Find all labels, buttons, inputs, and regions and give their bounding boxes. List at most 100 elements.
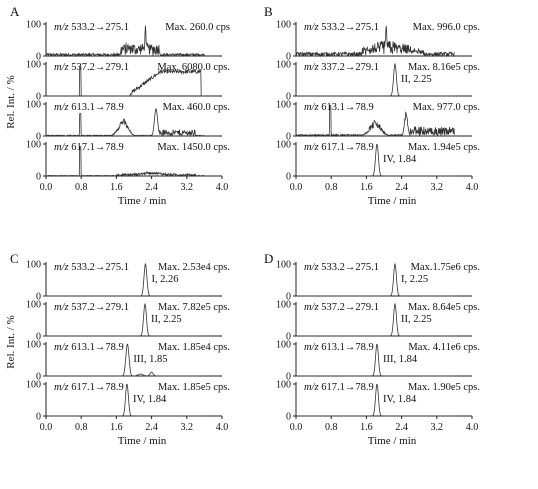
max-intensity-label: Max. 460.0 cps. bbox=[163, 102, 230, 113]
x-tick-label: 0.8 bbox=[75, 422, 88, 433]
x-tick-label: 4.0 bbox=[216, 422, 229, 433]
y-tick-label: 0 bbox=[286, 172, 291, 183]
chromatogram-line bbox=[295, 25, 455, 58]
trace: 100 0 m/z 533.2→275.1 Max. 260.0 cps bbox=[26, 20, 230, 63]
mz-prefix: m/z bbox=[54, 142, 69, 153]
mz-prefix: m/z bbox=[304, 142, 319, 153]
x-tick-label: 2.4 bbox=[395, 422, 408, 433]
peak-label: IV, 1.84 bbox=[383, 394, 417, 405]
chromatogram-line bbox=[46, 262, 205, 297]
trace: 100 0 m/z 337.2→279.1 Max. 8.16e5 cps.II, 2… bbox=[276, 60, 480, 103]
peak-label: II, 2.25 bbox=[401, 74, 432, 85]
mz-prefix: m/z bbox=[304, 302, 319, 313]
max-intensity-label: Max. 1.85e4 cps. bbox=[158, 342, 230, 353]
x-tick-label: 0.8 bbox=[75, 182, 88, 193]
chromatogram-line bbox=[296, 262, 455, 297]
x-tick-label: 3.2 bbox=[181, 422, 194, 433]
trace: 100 0 m/z 613.1→78.9 Max. 460.0 cps. bbox=[26, 100, 230, 143]
mz-prefix: m/z bbox=[304, 382, 319, 393]
x-tick-label: 4.0 bbox=[216, 182, 229, 193]
y-axis-title: Rel. Int. / % bbox=[5, 75, 17, 128]
y-tick-label: 100 bbox=[26, 340, 41, 351]
y-tick-label: 0 bbox=[286, 92, 291, 103]
max-intensity-label: Max. 4.11e6 cps. bbox=[408, 342, 480, 353]
peak-label: IV, 1.84 bbox=[383, 154, 417, 165]
y-tick-label: 0 bbox=[36, 292, 41, 303]
trace: 100 0 m/z 613.1→78.9 Max. 977.0 cps. bbox=[276, 100, 480, 143]
max-intensity-label: Max.1.75e6 cps. bbox=[411, 262, 480, 273]
mz-transition: 537.2→279.1 bbox=[69, 62, 129, 73]
chromatogram-line bbox=[296, 62, 455, 97]
x-tick-label: 3.2 bbox=[431, 182, 444, 193]
panel-letter: C bbox=[10, 251, 19, 266]
trace: 100 0 m/z 537.2→279.1 Max. 8.64e5 cps.II, 2… bbox=[276, 300, 480, 343]
chromatogram-line bbox=[296, 343, 455, 377]
max-intensity-label: Max. 977.0 cps. bbox=[413, 102, 480, 113]
peak-label: II, 2.25 bbox=[401, 314, 432, 325]
trace: 100 0 m/z 537.2→279.1 Max. 6080.0 cps. bbox=[26, 60, 230, 103]
y-tick-label: 100 bbox=[276, 20, 291, 31]
y-tick-label: 100 bbox=[26, 260, 41, 271]
y-tick-label: 0 bbox=[36, 412, 41, 423]
max-intensity-label: Max. 1450.0 cps. bbox=[157, 142, 230, 153]
x-tick-label: 1.6 bbox=[360, 422, 373, 433]
mz-prefix: m/z bbox=[54, 262, 69, 273]
mz-label: m/z 337.2→279.1 bbox=[304, 62, 379, 73]
peak-label: IV, 1.84 bbox=[133, 394, 167, 405]
mz-label: m/z 537.2→279.1 bbox=[54, 62, 129, 73]
mz-label: m/z 533.2→275.1 bbox=[54, 262, 129, 273]
panel-letter: B bbox=[264, 4, 273, 19]
y-tick-label: 0 bbox=[36, 372, 41, 383]
mz-prefix: m/z bbox=[54, 382, 69, 393]
panel-letter: D bbox=[264, 251, 273, 266]
chromatogram-line bbox=[46, 66, 205, 97]
max-intensity-label: Max. 8.16e5 cps. bbox=[408, 62, 480, 73]
panel-letter: A bbox=[10, 4, 20, 19]
max-intensity-label: Max. 2.53e4 cps. bbox=[158, 262, 230, 273]
chromatogram-line bbox=[296, 383, 455, 417]
y-tick-label: 100 bbox=[26, 140, 41, 151]
mz-label: m/z 533.2→275.1 bbox=[304, 22, 379, 33]
x-tick-label: 2.4 bbox=[145, 182, 158, 193]
y-tick-label: 0 bbox=[286, 412, 291, 423]
y-tick-label: 0 bbox=[286, 332, 291, 343]
mz-transition: 533.2→275.1 bbox=[69, 262, 129, 273]
x-tick-label: 0.0 bbox=[40, 422, 53, 433]
mz-label: m/z 533.2→275.1 bbox=[54, 22, 129, 33]
x-axis-title: Time / min bbox=[368, 435, 417, 447]
chromatogram-line bbox=[45, 25, 205, 58]
trace: 100 0 m/z 617.1→78.9 Max. 1.85e5 cps.IV, 1.… bbox=[26, 380, 230, 423]
mz-transition: 617.1→78.9 bbox=[69, 142, 124, 153]
mz-label: m/z 537.2→279.1 bbox=[54, 302, 129, 313]
trace: 100 0 m/z 617.1→78.9 Max. 1.90e5 cps.IV, 1.… bbox=[276, 380, 480, 423]
mz-transition: 533.2→275.1 bbox=[319, 262, 379, 273]
max-intensity-label: Max. 1.94e5 cps. bbox=[408, 142, 480, 153]
y-tick-label: 0 bbox=[36, 332, 41, 343]
mz-transition: 537.2→279.1 bbox=[319, 302, 379, 313]
y-tick-label: 0 bbox=[286, 372, 291, 383]
chromatogram-line bbox=[45, 107, 205, 137]
mz-transition: 533.2→275.1 bbox=[69, 22, 129, 33]
mz-label: m/z 613.1→78.9 bbox=[54, 102, 124, 113]
chromatogram-line bbox=[46, 302, 205, 337]
y-tick-label: 0 bbox=[36, 172, 41, 183]
x-tick-label: 0.0 bbox=[290, 182, 303, 193]
x-axis-title: Time / min bbox=[368, 195, 417, 207]
mz-label: m/z 617.1→78.9 bbox=[304, 142, 374, 153]
x-tick-label: 4.0 bbox=[466, 182, 479, 193]
y-tick-label: 100 bbox=[26, 380, 41, 391]
trace: 100 0 m/z 533.2→275.1 Max.1.75e6 cps.I, 2.2… bbox=[276, 260, 480, 303]
mz-label: m/z 533.2→275.1 bbox=[304, 262, 379, 273]
y-tick-label: 0 bbox=[36, 92, 41, 103]
y-tick-label: 100 bbox=[26, 100, 41, 111]
mz-transition: 617.1→78.9 bbox=[319, 382, 374, 393]
x-tick-label: 3.2 bbox=[181, 182, 194, 193]
mz-prefix: m/z bbox=[54, 22, 69, 33]
x-axis-title: Time / min bbox=[118, 435, 167, 447]
x-tick-label: 4.0 bbox=[466, 422, 479, 433]
mz-prefix: m/z bbox=[54, 62, 69, 73]
mz-transition: 613.1→78.9 bbox=[69, 342, 124, 353]
